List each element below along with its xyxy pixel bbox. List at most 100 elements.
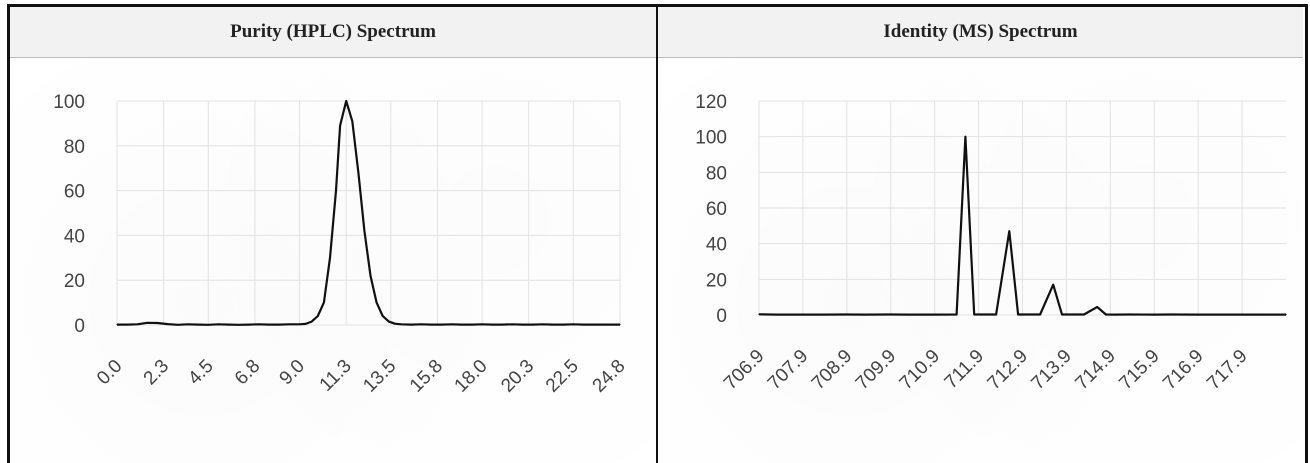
data-point [126, 323, 128, 326]
data-point [1008, 230, 1010, 232]
purity-chart: 0 20 40 60 80 100 0.0 2.3 4.5 6.8 9.0 11.3 13.5 15.8 1… [53, 92, 630, 397]
data-point [167, 323, 169, 325]
data-point [298, 323, 301, 325]
y-tick-label: 100 [695, 128, 727, 149]
data-point [603, 323, 605, 326]
data-point [335, 190, 337, 192]
data-point [329, 257, 331, 259]
data-point [1241, 314, 1243, 316]
data-point [964, 136, 967, 138]
data-point [501, 323, 503, 326]
identity-panel-title: Identity (MS) Spectrum [658, 7, 1303, 58]
data-point [351, 120, 353, 122]
data-point [227, 323, 230, 326]
data-point [1096, 306, 1098, 308]
data-point [146, 322, 149, 324]
x-tick-label: 717.9 [1203, 346, 1251, 394]
data-point [238, 324, 240, 326]
data-point [357, 172, 359, 174]
x-tick-label: 706.9 [720, 346, 768, 394]
data-point [1171, 313, 1173, 316]
data-point [593, 323, 595, 326]
x-tick-label: 716.9 [1159, 346, 1207, 394]
data-point [1070, 313, 1072, 316]
data-point [1127, 313, 1129, 316]
y-tick-label: 0 [716, 306, 727, 327]
data-point [471, 323, 473, 326]
data-point [410, 323, 412, 326]
data-point [1061, 313, 1063, 316]
data-point [522, 323, 524, 326]
data-point [451, 323, 453, 325]
data-point [268, 323, 270, 326]
data-point [1052, 284, 1054, 286]
x-tick-label: 713.9 [1027, 346, 1075, 394]
x-tick-label: 2.3 [140, 356, 174, 390]
purity-panel: Purity (HPLC) Spectrum 0 20 40 60 80 100 0.0 2.… [10, 7, 658, 463]
data-point [345, 100, 347, 102]
data-point [1285, 314, 1287, 316]
y-tick-label: 0 [74, 316, 85, 337]
x-tick-label: 714.9 [1071, 346, 1119, 394]
x-tick-label: 24.8 [589, 356, 630, 397]
data-point [207, 324, 209, 326]
data-point [339, 125, 341, 127]
x-tick-label: 710.9 [896, 346, 944, 394]
y-tick-label: 120 [695, 92, 727, 113]
data-point [248, 323, 250, 326]
y-tick-label: 40 [706, 235, 727, 256]
purity-chart-area: 0 20 40 60 80 100 0.0 2.3 4.5 6.8 9.0 11.3 13.5 15.8 1… [10, 58, 656, 463]
data-point [187, 323, 189, 325]
y-tick-label: 60 [64, 182, 85, 203]
data-point [1039, 313, 1041, 316]
data-point [1017, 313, 1019, 316]
data-point [430, 323, 432, 326]
data-point [440, 323, 443, 326]
data-point [305, 323, 307, 325]
data-point [1026, 313, 1028, 316]
y-tick-label: 60 [706, 199, 727, 220]
data-point [907, 314, 909, 316]
data-point [934, 314, 936, 316]
data-point [376, 302, 378, 304]
x-tick-label: 715.9 [1115, 346, 1163, 394]
identity-chart: 0 20 40 60 80 100 120 706.9707.9708.9709.9710.9… [695, 92, 1287, 394]
data-point [562, 323, 564, 326]
x-tick-label: 20.3 [497, 356, 538, 397]
y-tick-label: 80 [706, 163, 727, 184]
spectra-container: Purity (HPLC) Spectrum 0 20 40 60 80 100 0.0 2.… [7, 4, 1308, 463]
data-point [1083, 313, 1085, 316]
data-point [323, 302, 325, 304]
data-point [156, 322, 159, 324]
data-point [890, 313, 892, 316]
data-point [973, 313, 975, 316]
data-point [542, 323, 544, 325]
data-point [278, 323, 280, 326]
data-point [619, 323, 621, 326]
data-point [819, 314, 822, 316]
data-point [363, 230, 366, 232]
data-point [311, 321, 313, 323]
data-point [1215, 314, 1217, 316]
y-tick-label: 100 [53, 92, 85, 113]
data-point [288, 323, 290, 325]
x-tick-label: 18.0 [451, 356, 492, 397]
data-point [1105, 313, 1107, 316]
data-point [1114, 314, 1116, 316]
x-tick-label: 707.9 [764, 346, 812, 394]
x-tick-label: 22.5 [542, 356, 583, 397]
data-point [802, 314, 804, 316]
y-tick-label: 20 [706, 270, 727, 291]
data-point [1153, 314, 1155, 316]
data-point [552, 323, 554, 326]
x-tick-label: 708.9 [808, 346, 856, 394]
x-tick-label: 709.9 [852, 346, 900, 394]
data-point [532, 323, 534, 326]
x-tick-label: 15.8 [406, 356, 447, 397]
data-point [420, 323, 422, 325]
x-tick-label: 0.0 [93, 356, 127, 390]
data-point [995, 313, 997, 316]
data-point [369, 275, 372, 277]
data-point [197, 323, 199, 326]
identity-panel: Identity (MS) Spectrum 0 20 40 60 80 100 120 70… [658, 7, 1303, 463]
